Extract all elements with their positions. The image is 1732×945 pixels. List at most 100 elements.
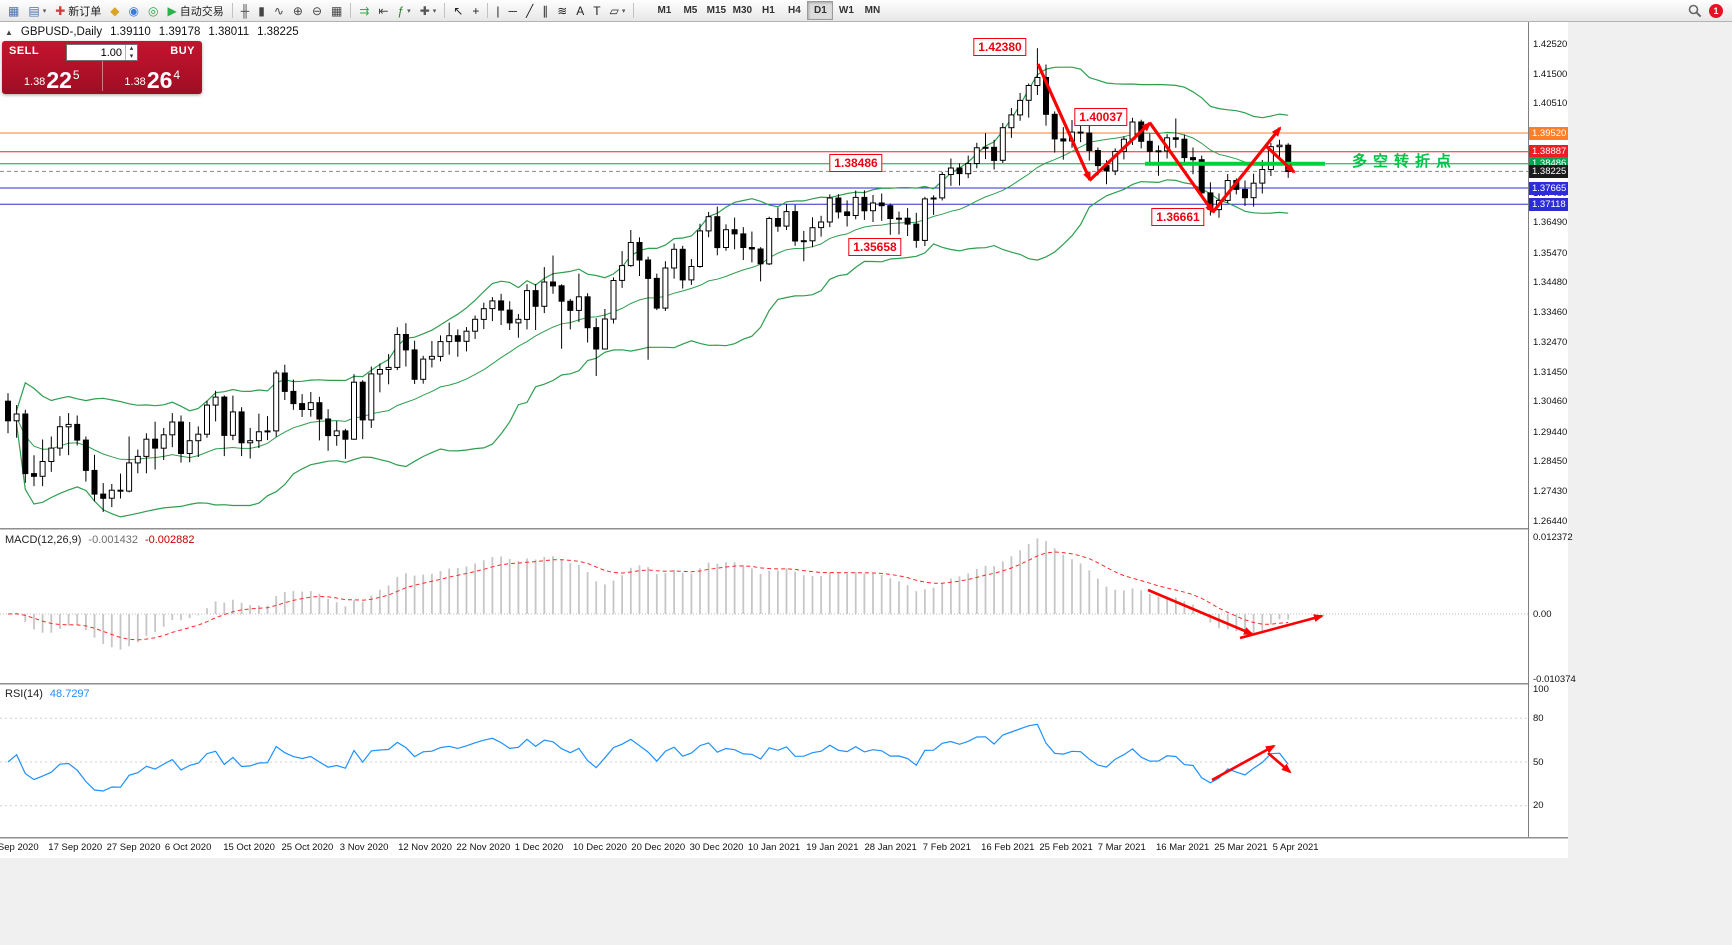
collapse-panel-icon[interactable]: ▲ [5, 27, 13, 37]
fibonacci-tool-button[interactable]: ≋ [553, 1, 571, 20]
timeframe-mn-button[interactable]: MN [859, 1, 885, 20]
toolbar-separator [487, 3, 489, 18]
line-chart-mode-button[interactable]: ∿ [270, 1, 288, 20]
symbol-period-label: GBPUSD-,Daily [20, 26, 103, 38]
chart-shift-icon: ⇤ [378, 3, 389, 18]
add-object-button[interactable]: ✚ ▾ [416, 1, 441, 20]
new-order-label: 新订单 [68, 5, 102, 18]
sell-price-pip: 5 [72, 68, 80, 82]
price-axis-tick: 1.30460 [1533, 396, 1568, 408]
chart-window: 多空转折点 1.42380 1.40037 1.38486 1.36661 1.3565… [0, 22, 1576, 858]
main-toolbar: ▦ ▤ ▾ ✚ 新订单 ◆ ◉ ◎ ▶ 自动交易 ╫ ▮ ∿ ⊕ ⊖ ▦ ⇉ ⇤ ƒ ▾ ✚ ▾ ↖ + | ─ ╱ ∥ ≋ A T ▱ ▾ M… [0, 0, 1732, 22]
mql5-community-icon: ◆ [110, 3, 120, 18]
ohlc-info-bar: ▲ GBPUSD-,Daily 1.39110 1.39178 1.38011 … [5, 26, 299, 38]
price-axis-tick: 1.28450 [1533, 456, 1568, 467]
timeframe-m15-button[interactable]: M15 [703, 1, 729, 20]
dropdown-caret-icon: ▾ [432, 7, 437, 15]
signals-icon: ◎ [147, 3, 159, 18]
spinner-down-icon[interactable]: ▾ [129, 52, 134, 60]
date-label: 5 Apr 2021 [1272, 842, 1319, 853]
mql5-community-button[interactable]: ◆ [106, 1, 123, 20]
text-tool-button[interactable]: A [572, 1, 588, 20]
tile-windows-icon: ▦ [331, 3, 343, 18]
volume-input[interactable]: 1.00 ▴ ▾ [66, 44, 138, 61]
timeframe-h1-button[interactable]: H1 [755, 1, 781, 20]
macd-signal-value: -0.002882 [144, 534, 195, 546]
timeframe-h4-button[interactable]: H4 [781, 1, 807, 20]
date-label: 22 Nov 2020 [456, 842, 511, 853]
trend-arrows [1036, 63, 1296, 214]
date-label: 19 Jan 2021 [806, 842, 859, 853]
bar-chart-mode-button[interactable]: ╫ [237, 1, 254, 20]
timeframe-m1-button[interactable]: M1 [651, 1, 677, 20]
crosshair-tool-button[interactable]: + [468, 1, 483, 20]
spinner-up-icon[interactable]: ▴ [129, 45, 134, 52]
price-axis-tick: 1.42520 [1533, 38, 1568, 50]
date-label: 1 Dec 2020 [514, 842, 564, 853]
toolbar-separator [444, 3, 446, 18]
auto-scroll-button[interactable]: ⇉ [355, 1, 373, 20]
channel-tool-button[interactable]: ∥ [538, 1, 552, 20]
line-chart-mode-icon: ∿ [273, 3, 284, 18]
autotrading-icon: ▶ [167, 3, 177, 18]
price-axis-tick: 1.32470 [1533, 336, 1568, 348]
autotrading-button[interactable]: ▶ 自动交易 [163, 1, 227, 20]
horizontal-line-tool-button[interactable]: ─ [504, 1, 521, 20]
buy-button[interactable]: BUY 1.38 26 4 [103, 41, 203, 94]
search-icon[interactable] [1688, 4, 1702, 18]
price-axis-tick: 1.27430 [1533, 486, 1568, 498]
toolbar-button-group: ▦ ▤ ▾ ✚ 新订单 ◆ ◉ ◎ ▶ 自动交易 ╫ ▮ ∿ ⊕ ⊖ ▦ ⇉ ⇤ ƒ ▾ ✚ ▾ ↖ + | ─ ╱ ∥ ≋ A T ▱ ▾ [4, 1, 637, 20]
date-label: 10 Dec 2020 [573, 842, 627, 853]
chart-profiles-button[interactable]: ▤ ▾ [24, 1, 50, 20]
tile-windows-button[interactable]: ▦ [327, 1, 346, 20]
volume-value: 1.00 [100, 46, 122, 59]
shapes-tool-button[interactable]: ▱ ▾ [606, 1, 630, 20]
zoom-in-button[interactable]: ⊕ [289, 1, 307, 20]
macd-name: MACD(12,26,9) [5, 534, 82, 546]
vertical-line-tool-icon: | [496, 3, 500, 18]
timeframe-m5-button[interactable]: M5 [677, 1, 703, 20]
price-chart-pane[interactable] [0, 22, 1528, 528]
new-chart-button[interactable]: ▦ [4, 1, 23, 20]
market-button[interactable]: ◉ [125, 1, 143, 20]
label-tool-button[interactable]: T [589, 1, 604, 20]
indicators-button[interactable]: ƒ ▾ [393, 1, 414, 20]
vertical-line-tool-button[interactable]: | [492, 1, 503, 20]
pane-divider[interactable] [0, 528, 1568, 530]
shapes-tool-icon: ▱ [609, 3, 619, 18]
date-label: 16 Mar 2021 [1156, 842, 1210, 853]
indicators-icon: ƒ [397, 3, 405, 18]
pane-divider[interactable] [0, 837, 1568, 839]
signals-button[interactable]: ◎ [144, 1, 162, 20]
sell-button[interactable]: SELL 1.38 22 5 [2, 41, 102, 94]
zoom-out-button[interactable]: ⊖ [308, 1, 326, 20]
macd-axis-label: 0.00 [1533, 608, 1552, 620]
price-axis-tick: 1.34480 [1533, 277, 1568, 288]
timeframe-d1-button[interactable]: D1 [807, 1, 834, 20]
timeframe-m30-button[interactable]: M30 [729, 1, 755, 20]
notification-badge[interactable]: 1 [1709, 3, 1723, 18]
cursor-tool-button[interactable]: ↖ [449, 1, 467, 20]
horizontal-lines [0, 132, 1528, 205]
rsi-pane[interactable] [0, 685, 1528, 837]
trendline-tool-button[interactable]: ╱ [522, 1, 537, 20]
cursor-tool-icon: ↖ [453, 3, 464, 18]
candle-chart-mode-button[interactable]: ▮ [254, 1, 269, 20]
text-tool-icon: A [576, 3, 585, 18]
price-axis-tick: 1.26440 [1533, 515, 1568, 527]
price-axis[interactable]: 1.425201.415001.405101.374801.364901.354… [1528, 22, 1576, 837]
label-tool-icon: T [593, 3, 601, 18]
chart-shift-button[interactable]: ⇤ [374, 1, 392, 20]
timeframe-w1-button[interactable]: W1 [833, 1, 859, 20]
pane-divider[interactable] [0, 683, 1568, 685]
volume-spinner[interactable]: ▴ ▾ [125, 45, 137, 60]
price-tag: 1.38887 [1529, 145, 1568, 159]
buy-price-pip: 4 [173, 68, 181, 82]
open-value: 1.39110 [110, 26, 151, 38]
price-tag: 1.37118 [1529, 197, 1568, 211]
macd-pane[interactable] [0, 530, 1528, 683]
new-order-button[interactable]: ✚ 新订单 [51, 1, 105, 20]
date-label: 28 Jan 2021 [864, 842, 917, 853]
dropdown-caret-icon: ▾ [42, 7, 47, 15]
